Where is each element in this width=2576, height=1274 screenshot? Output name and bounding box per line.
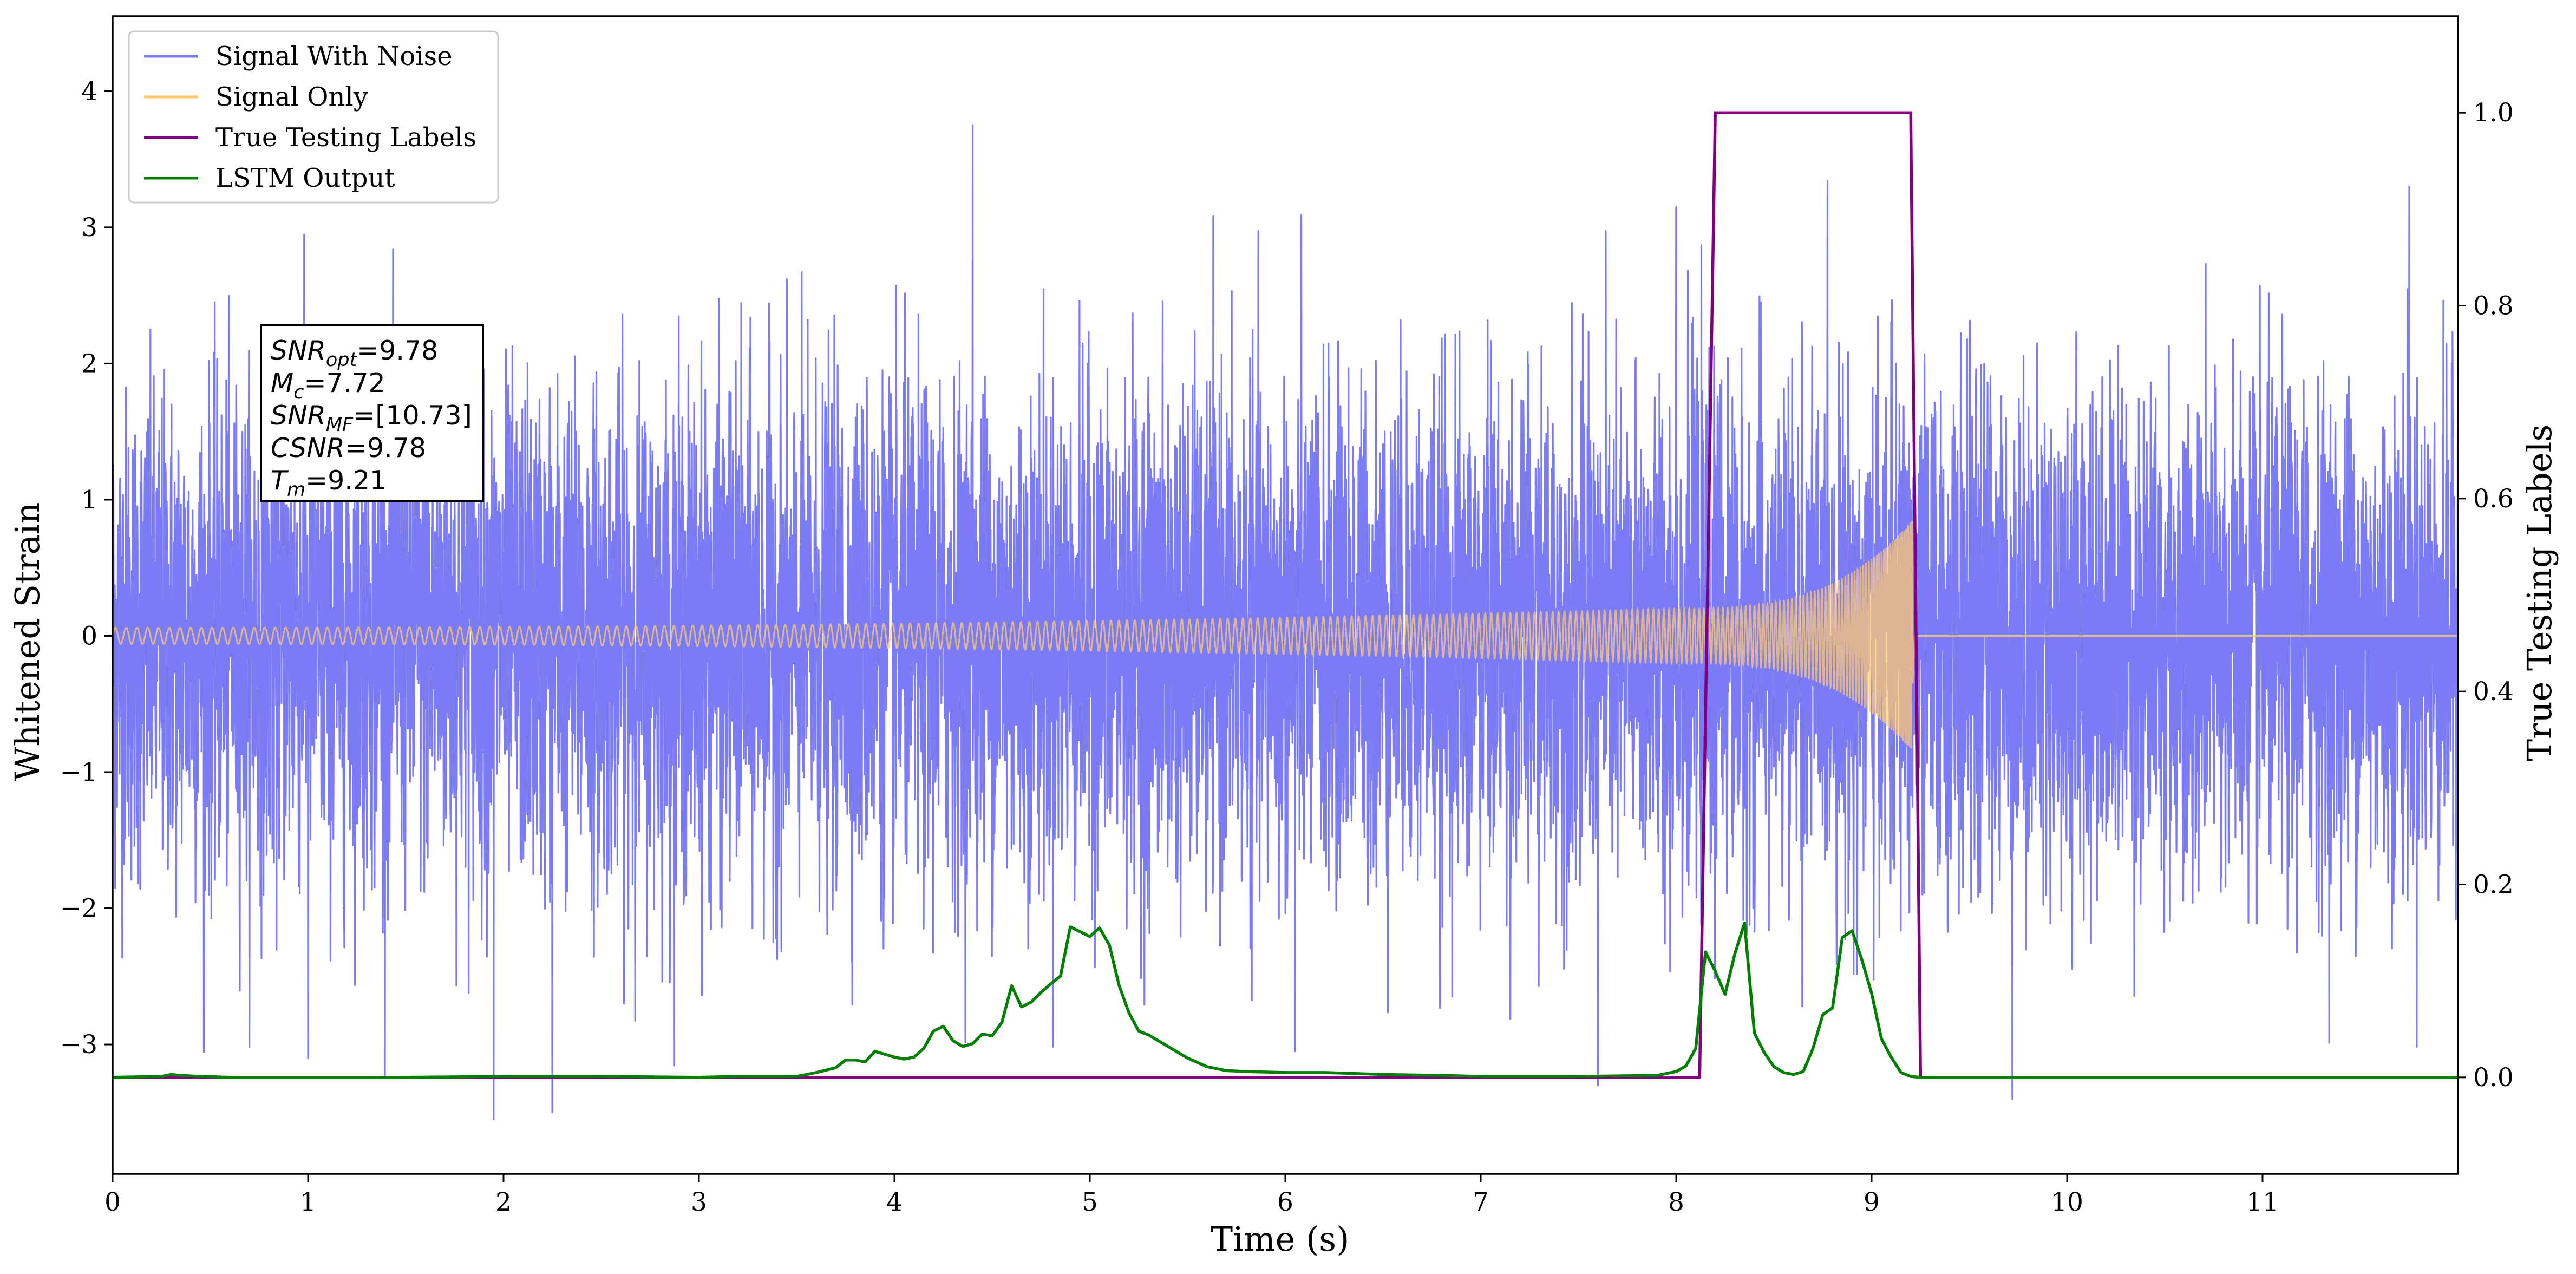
y-tick-label-right: 0.4 [2473, 677, 2514, 707]
signal-with-noise-line [112, 63, 2459, 1120]
x-tick-label: 5 [1082, 1187, 1098, 1217]
x-tick-label: 6 [1277, 1187, 1293, 1217]
annotation-line: Mc=7.72 [271, 368, 385, 403]
y-tick-label-right: 0.8 [2473, 291, 2514, 321]
y-tick-label-right: 0.6 [2473, 484, 2514, 514]
legend: Signal With Noise Signal Only True Testing… [128, 30, 499, 204]
y-tick-label-left: 3 [81, 213, 97, 243]
signal-only-line [112, 521, 2458, 749]
annotation-line: SNRopt=9.78 [271, 335, 438, 371]
x-tick-label: 3 [691, 1187, 707, 1217]
y-tick-label-right: 0.0 [2473, 1063, 2514, 1093]
signal-series [112, 521, 2458, 749]
x-tick-label: 11 [2246, 1187, 2279, 1217]
y-tick-label-left: 2 [81, 349, 97, 378]
annotation-box: SNRopt=9.78Mc=7.72SNRMF=[10.73]CSNR=9.78… [260, 324, 484, 502]
x-tick-label: 8 [1668, 1187, 1684, 1217]
lstm-output-line [112, 922, 2458, 1079]
lstm-series [112, 922, 2458, 1079]
legend-label: Signal With Noise [215, 41, 453, 71]
legend-frame [128, 30, 499, 204]
y-tick-label-right: 0.2 [2473, 870, 2514, 900]
y-tick-label-left: −1 [60, 757, 97, 787]
x-tick-label: 10 [2051, 1187, 2083, 1217]
legend-label: True Testing Labels [215, 122, 476, 153]
y-tick-label-left: −3 [60, 1030, 97, 1060]
annotation-frame [260, 324, 484, 502]
annotation-line: CSNR=9.78 [271, 433, 426, 463]
x-tick-label: 0 [104, 1187, 121, 1217]
x-tick-label: 7 [1473, 1187, 1489, 1217]
y-tick-label-left: 0 [81, 621, 97, 651]
noise-series [112, 63, 2459, 1120]
legend-label: Signal Only [215, 82, 368, 112]
y-tick-label-left: 1 [81, 485, 97, 515]
ticks: 0 1 2 3 4 5 6 7 8 9 10 11 −3 −2 −1 0 1 2 3 4 0.0 0.2 0.4 0.6 0.8… [60, 76, 2514, 1217]
y-tick-label-left: −2 [60, 894, 97, 924]
y-axis-label-right: True Testing Labels [2520, 424, 2559, 762]
annotation-line: Tm=9.21 [271, 465, 387, 501]
x-tick-label: 2 [495, 1187, 512, 1217]
x-tick-label: 9 [1864, 1187, 1880, 1217]
y-tick-label-left: 4 [81, 76, 97, 106]
x-tick-label: 1 [300, 1187, 316, 1217]
y-axis-label-left: Whitened Strain [8, 502, 47, 781]
y-tick-label-right: 1.0 [2473, 98, 2514, 128]
legend-label: LSTM Output [215, 163, 395, 193]
annotation-line: SNRMF=[10.73] [271, 400, 472, 436]
x-tick-label: 4 [886, 1187, 903, 1217]
x-axis-label: Time (s) [1211, 1219, 1350, 1259]
